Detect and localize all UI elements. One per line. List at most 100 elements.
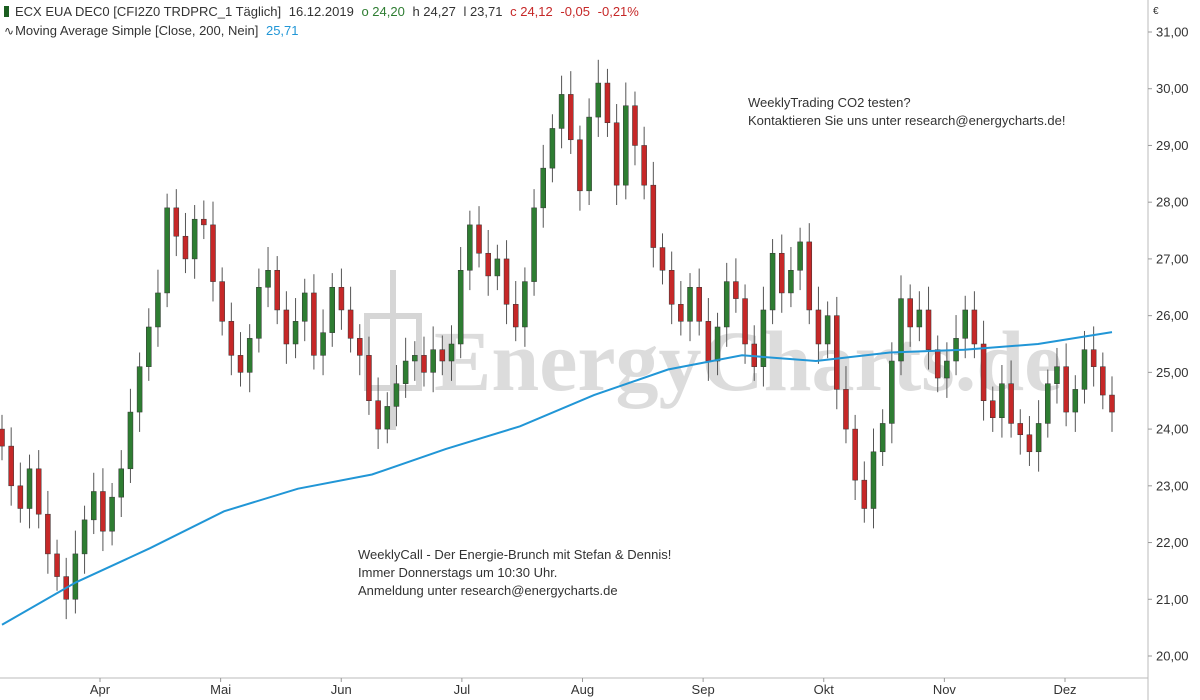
- y-tick-label: 29,00: [1156, 138, 1189, 153]
- candle-down: [35, 468, 42, 515]
- y-tick-label: 21,00: [1156, 592, 1189, 607]
- promo-note-bottom: WeeklyCall - Der Energie-Brunch mit Stef…: [358, 546, 671, 600]
- indicator-value: 25,71: [265, 23, 299, 38]
- y-tick-label: 23,00: [1156, 478, 1189, 493]
- candle-up: [164, 207, 170, 294]
- close-value: c 24,12: [510, 4, 553, 19]
- candle-up: [118, 468, 125, 498]
- x-tick-label: Okt: [814, 682, 835, 697]
- candle-up: [558, 94, 565, 129]
- candle-down: [632, 105, 638, 146]
- candle-down: [347, 309, 354, 339]
- candle-down: [806, 241, 813, 311]
- candle-up: [81, 519, 88, 555]
- x-tick-label: Mai: [210, 682, 231, 697]
- candlestick-series: [0, 59, 1115, 620]
- y-tick-label: 27,00: [1156, 251, 1189, 266]
- candle-up: [246, 338, 253, 373]
- candle-down: [641, 145, 647, 186]
- y-tick-label: 26,00: [1156, 308, 1189, 323]
- candle-down: [861, 479, 868, 509]
- promo-note-top: WeeklyTrading CO2 testen? Kontaktieren S…: [748, 94, 1065, 130]
- candle-up: [146, 326, 152, 367]
- candle-up: [898, 298, 904, 362]
- candle-down: [678, 304, 684, 322]
- candle-down: [568, 94, 574, 141]
- candle-down: [1063, 366, 1069, 413]
- candle-up: [522, 281, 528, 328]
- candle-down: [54, 553, 60, 577]
- promo-line: WeeklyCall - Der Energie-Brunch mit Stef…: [358, 547, 672, 562]
- candle-down: [1008, 383, 1014, 424]
- candle-down: [182, 235, 189, 260]
- candle-up: [329, 287, 335, 333]
- candle-down: [705, 321, 712, 362]
- high-value: h 24,27: [412, 4, 456, 19]
- candle-up: [586, 116, 592, 192]
- candle-down: [668, 270, 675, 305]
- promo-line: Kontaktieren Sie uns unter research@ener…: [748, 113, 1066, 128]
- candle-up: [723, 281, 730, 328]
- candle-up: [393, 383, 400, 407]
- candle-up: [916, 309, 923, 328]
- candle-up: [769, 252, 776, 311]
- watermark-logo: [364, 270, 422, 430]
- candle-down: [1100, 366, 1106, 396]
- candle-up: [797, 241, 803, 271]
- moving-average-line: [1, 331, 1113, 626]
- x-tick-label: Aug: [571, 682, 594, 697]
- candle-down: [1090, 349, 1097, 367]
- candle-down: [45, 513, 51, 555]
- candle-up: [320, 332, 326, 356]
- currency-label: €: [1153, 6, 1159, 17]
- x-tick-label: Dez: [1053, 682, 1076, 697]
- candle-up: [430, 349, 436, 373]
- candle-down: [17, 485, 24, 509]
- candle-up: [402, 360, 409, 384]
- candle-up: [944, 360, 950, 379]
- low-value: l 23,71: [463, 4, 503, 19]
- y-tick-label: 22,00: [1156, 535, 1189, 550]
- candle-down: [219, 281, 225, 322]
- candle-down: [733, 281, 739, 299]
- candle-up: [1072, 389, 1079, 413]
- candle-down: [742, 298, 748, 345]
- x-axis: Apr Mai Jun Jul Aug Sep Okt Nov Dez: [90, 678, 1077, 697]
- candle-down: [338, 287, 345, 311]
- watermark: EnergyCharts.de: [434, 313, 1062, 409]
- candle-down: [650, 184, 657, 248]
- candle-down: [100, 491, 106, 532]
- candle-down: [843, 389, 849, 430]
- candle-up: [1081, 349, 1088, 390]
- candle-down: [834, 315, 840, 390]
- candle-up: [595, 82, 602, 118]
- candle-down: [485, 252, 491, 277]
- candle-down: [201, 218, 207, 226]
- change-value: -0,05: [560, 4, 591, 19]
- x-tick-label: Sep: [692, 682, 715, 697]
- y-axis: 20,00 21,00 22,00 23,00 24,00 25,00 26,00 27,00…: [1148, 25, 1189, 664]
- candle-down: [971, 309, 978, 345]
- x-tick-label: Jul: [454, 682, 471, 697]
- candle-down: [0, 428, 5, 447]
- candle-up: [714, 326, 721, 362]
- candle-up: [457, 270, 464, 345]
- indicator-legend[interactable]: ∿Moving Average Simple [Close, 200, Nein…: [4, 23, 303, 38]
- candle-down: [604, 82, 611, 124]
- candle-down: [237, 355, 244, 373]
- candle-down: [1109, 394, 1115, 413]
- x-tick-label: Nov: [933, 682, 957, 697]
- change-percent: -0,21%: [597, 4, 639, 19]
- instrument-icon: [4, 6, 9, 17]
- promo-line: Anmeldung unter research@energycharts.de: [358, 583, 618, 598]
- candle-down: [1026, 434, 1033, 453]
- candle-up: [127, 411, 134, 470]
- candle-down: [421, 355, 427, 373]
- candle-down: [980, 343, 987, 401]
- candle-up: [623, 105, 629, 186]
- candle-down: [375, 400, 381, 430]
- candle-up: [256, 287, 262, 339]
- candle-down: [283, 309, 290, 345]
- candle-down: [577, 139, 583, 192]
